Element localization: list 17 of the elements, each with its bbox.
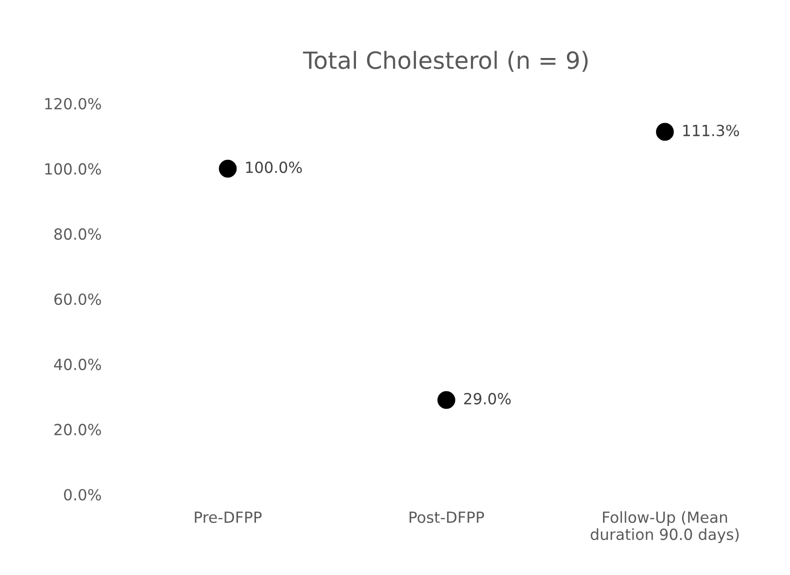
- data-label: 111.3%: [683, 124, 739, 136]
- y-tick-label: 120.0%: [45, 98, 101, 110]
- y-tick-label: 20.0%: [54, 424, 101, 436]
- data-label: 100.0%: [246, 162, 302, 174]
- x-tick-label: Post-DFPP: [410, 512, 484, 523]
- x-tick-label: Follow-Up (Mean duration 90.0 days): [590, 511, 739, 544]
- y-tick-label: 80.0%: [54, 228, 101, 240]
- y-tick-label: 0.0%: [64, 488, 101, 501]
- point: [437, 391, 456, 409]
- y-tick-label: 40.0%: [54, 358, 101, 370]
- y-tick-label: 60.0%: [54, 293, 101, 306]
- point: [218, 160, 237, 178]
- x-tick-label: Pre-DFPP: [194, 512, 262, 523]
- data-label: 29.0%: [464, 392, 511, 404]
- chart-title: Total Cholesterol (n = 9): [302, 50, 588, 72]
- y-tick-label: 100.0%: [45, 163, 101, 175]
- point: [656, 122, 674, 141]
